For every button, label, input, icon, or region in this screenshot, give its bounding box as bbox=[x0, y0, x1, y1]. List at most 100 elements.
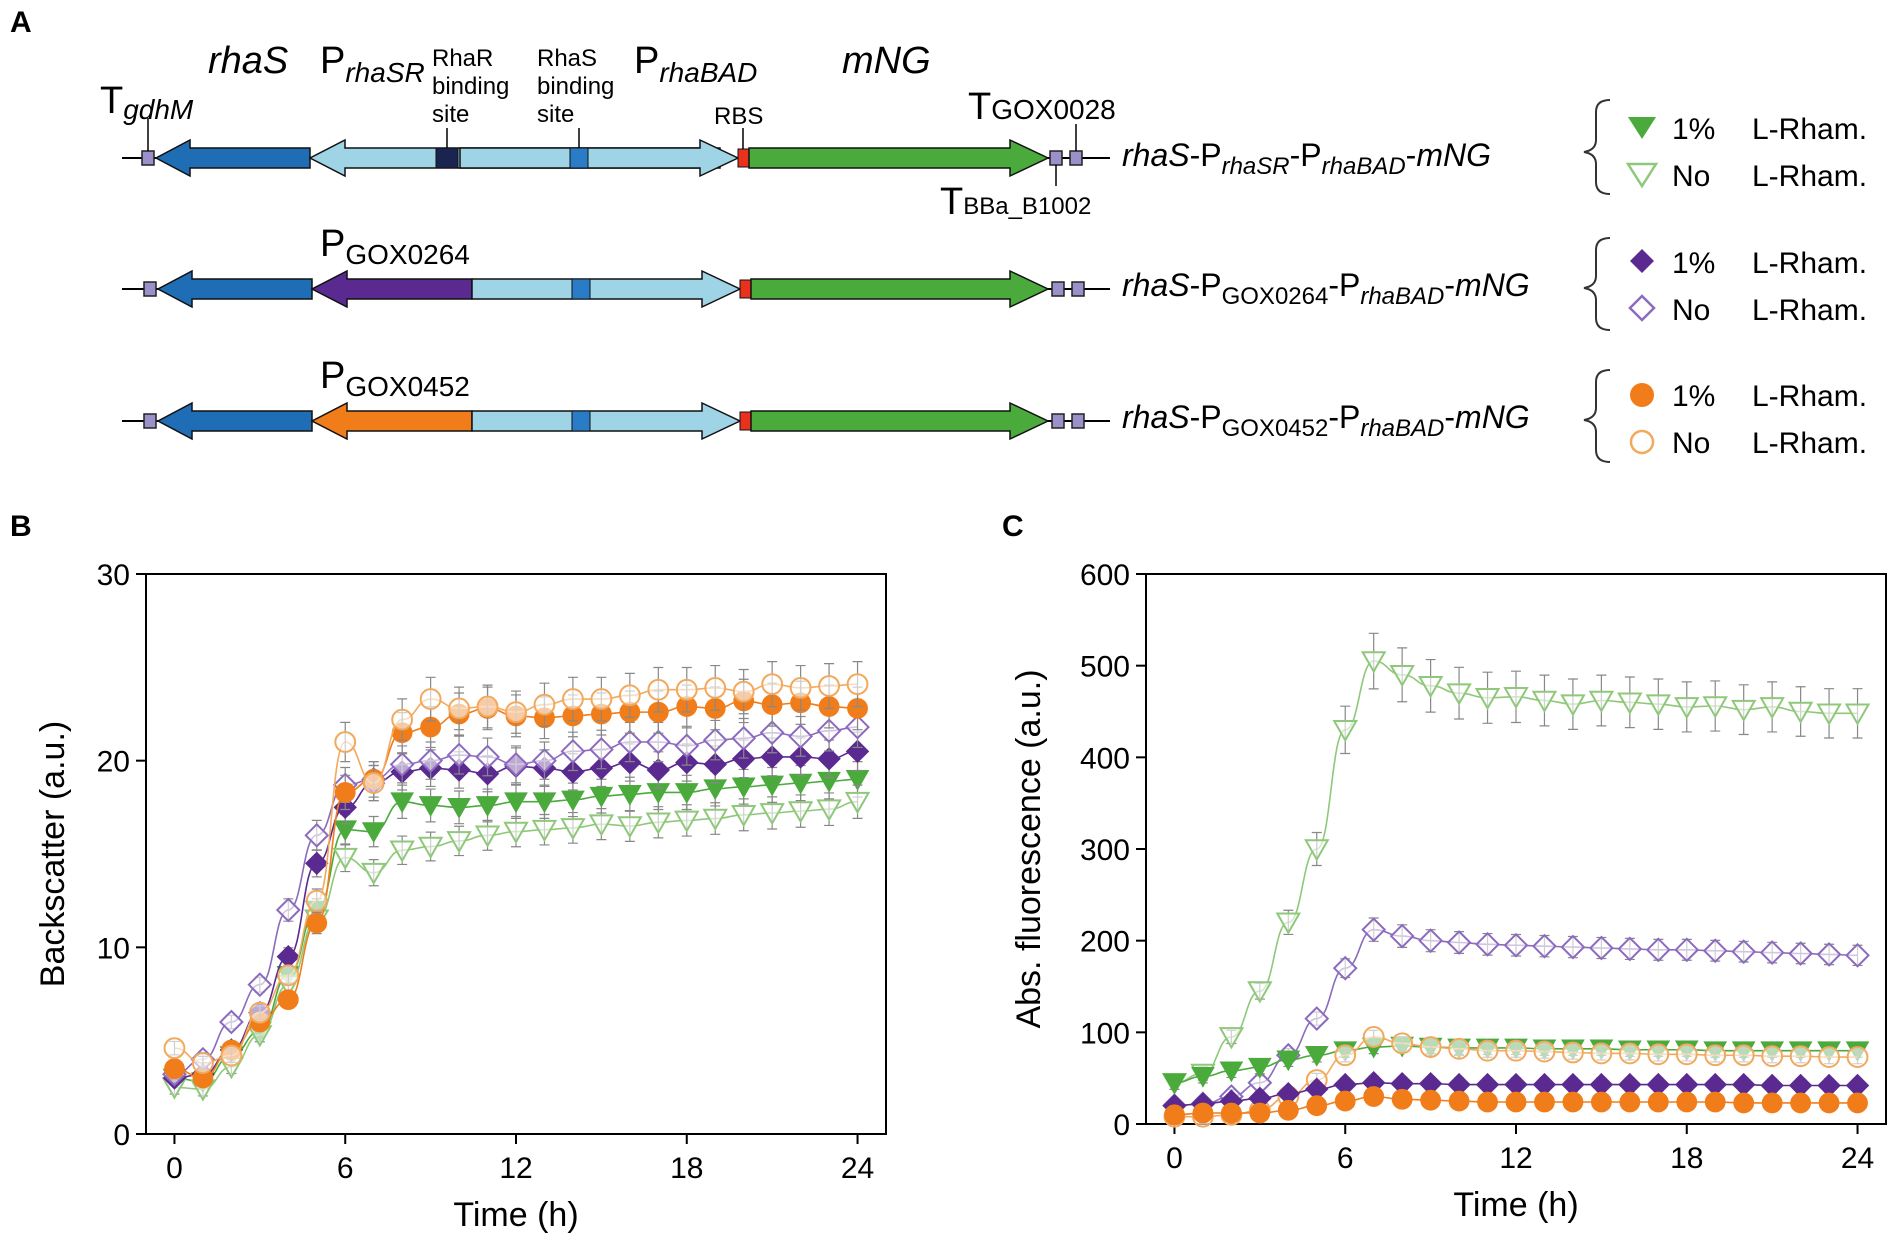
data-point bbox=[1645, 937, 1671, 963]
y-tick-label: 10 bbox=[97, 932, 130, 965]
label-rhas-site-2: binding bbox=[537, 73, 614, 100]
data-point bbox=[1420, 1089, 1442, 1111]
rhar-binding-site bbox=[435, 147, 459, 169]
data-point bbox=[1619, 1091, 1641, 1113]
data-point bbox=[704, 676, 727, 699]
series-1 bbox=[161, 784, 871, 1102]
data-point bbox=[1474, 687, 1501, 711]
data-point bbox=[448, 697, 470, 720]
legend-compound-4: L-Rham. bbox=[1752, 294, 1867, 327]
data-point bbox=[617, 784, 642, 806]
y-tick-label: 600 bbox=[1080, 559, 1130, 592]
data-point bbox=[731, 725, 757, 751]
terminator-gdhm bbox=[143, 281, 157, 297]
data-point bbox=[817, 747, 841, 771]
data-point bbox=[1759, 697, 1785, 720]
legend-brace-2 bbox=[1583, 237, 1611, 331]
construct-name-1: rhaS-PrhaSR-PrhaBAD-mNG bbox=[1122, 137, 1491, 180]
data-point bbox=[504, 792, 528, 814]
data-point bbox=[645, 729, 671, 755]
gene-mng-arrow bbox=[750, 401, 1050, 441]
data-point bbox=[1476, 1039, 1499, 1062]
series-5 bbox=[163, 661, 869, 1074]
data-point bbox=[418, 748, 444, 774]
x-axis-title: Time (h) bbox=[1453, 1186, 1578, 1224]
series-3 bbox=[162, 706, 870, 1087]
terminator-gox0028 bbox=[1071, 281, 1085, 297]
terminator-bba bbox=[1049, 150, 1063, 166]
data-point bbox=[1759, 940, 1785, 965]
data-point bbox=[1419, 1036, 1442, 1058]
terminator-gox0028 bbox=[1069, 150, 1083, 166]
data-point bbox=[617, 816, 643, 839]
data-point bbox=[1448, 1037, 1470, 1060]
data-point bbox=[1391, 1032, 1414, 1055]
data-point bbox=[390, 792, 415, 814]
data-point bbox=[361, 822, 386, 844]
gene-rhas-arrow bbox=[156, 269, 313, 309]
data-point bbox=[1562, 1041, 1584, 1064]
x-tick-label: 24 bbox=[1841, 1142, 1874, 1175]
data-point bbox=[1617, 692, 1643, 715]
data-point bbox=[1304, 1006, 1330, 1031]
data-point bbox=[446, 742, 472, 768]
data-point bbox=[645, 812, 672, 835]
data-point bbox=[561, 760, 585, 784]
data-point bbox=[1647, 1091, 1669, 1113]
data-point bbox=[1702, 696, 1728, 719]
data-point bbox=[1505, 1039, 1527, 1062]
data-point bbox=[1588, 935, 1614, 961]
data-point bbox=[164, 1058, 185, 1080]
data-point bbox=[1818, 1092, 1840, 1114]
chart-fluorescence: 0 6 12 18 24 0 100 200 300 400 500 600 Time (h) Abs. … bbox=[1010, 559, 1887, 1224]
data-point bbox=[1590, 1091, 1612, 1113]
data-point bbox=[1334, 1090, 1356, 1112]
x-tick-label: 12 bbox=[499, 1152, 532, 1185]
data-point bbox=[1363, 1086, 1385, 1107]
construct-name-3: rhaS-PGOX0452-PrhaBAD-mNG bbox=[1122, 399, 1530, 442]
data-point bbox=[1588, 690, 1615, 713]
data-point bbox=[761, 673, 784, 696]
legend-compound-3: L-Rham. bbox=[1752, 247, 1867, 280]
data-point bbox=[1533, 1040, 1556, 1063]
data-point bbox=[646, 758, 671, 782]
data-point bbox=[417, 836, 444, 859]
y-tick-label: 500 bbox=[1080, 651, 1130, 684]
legend-marker-circle-open bbox=[1629, 429, 1655, 455]
data-point bbox=[788, 723, 814, 749]
gene-mng-arrow bbox=[750, 269, 1050, 309]
data-point bbox=[1531, 690, 1558, 713]
data-point bbox=[1275, 912, 1302, 935]
data-point bbox=[475, 744, 500, 770]
label-rhas: rhaS bbox=[208, 40, 288, 82]
data-point bbox=[1789, 1045, 1812, 1068]
construct-row-1: TgdhM rhaS PrhaSR RhaR binding site RhaS… bbox=[100, 40, 1116, 223]
data-point bbox=[844, 791, 871, 815]
data-point bbox=[418, 796, 443, 817]
data-point bbox=[674, 783, 699, 804]
data-point bbox=[1704, 1091, 1726, 1113]
label-rhar-site-3: site bbox=[432, 101, 469, 128]
data-point bbox=[1304, 839, 1330, 862]
data-point bbox=[1674, 697, 1700, 720]
label-p-gox0452: PGOX0452 bbox=[320, 355, 470, 402]
rhas-binding-site bbox=[571, 278, 591, 300]
label-rhas-site-1: RhaS bbox=[537, 45, 597, 72]
data-point bbox=[759, 720, 785, 746]
y-axis-title: Backscatter (a.u.) bbox=[34, 721, 72, 987]
data-point bbox=[1844, 703, 1871, 726]
data-point bbox=[1218, 1027, 1245, 1050]
data-point bbox=[561, 790, 585, 812]
data-point bbox=[789, 676, 812, 699]
data-point bbox=[1618, 1042, 1641, 1065]
data-point bbox=[1702, 938, 1728, 964]
legend-marker-diamond-filled bbox=[1630, 249, 1654, 273]
y-tick-label: 200 bbox=[1080, 926, 1130, 959]
data-point bbox=[1590, 1042, 1613, 1065]
label-t-bba: TBBa_B1002 bbox=[940, 181, 1091, 223]
data-point bbox=[560, 738, 586, 764]
label-p-gox0264: PGOX0264 bbox=[320, 223, 470, 270]
data-point bbox=[1847, 1092, 1868, 1114]
data-point bbox=[1389, 665, 1415, 688]
